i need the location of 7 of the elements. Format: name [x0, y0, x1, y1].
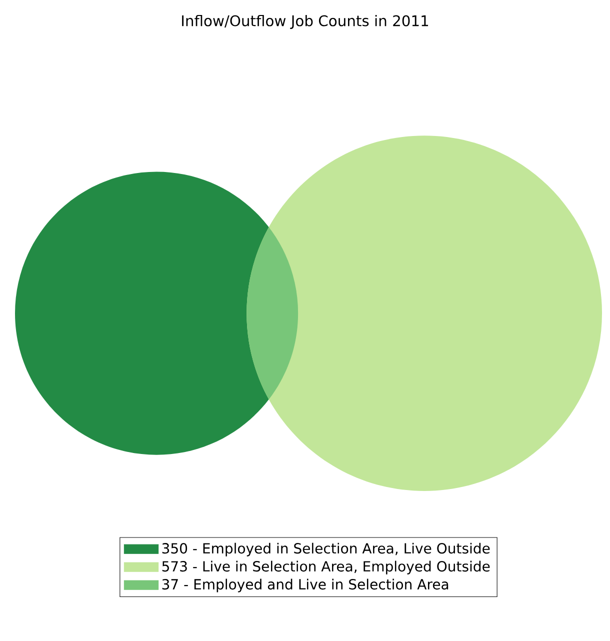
- text: Inflow/Outflow Job Counts in 2011: [182, 14, 428, 30]
- category-label: Employed in Selection Area, Live Outside: [203, 542, 490, 556]
- data-label: 350 -: [162, 543, 197, 554]
- data-label: 573 -: [162, 561, 197, 572]
- data-label: 37 -: [162, 578, 188, 590]
- category-label: Employed and Live in Selection Area: [194, 578, 448, 592]
- category-label: Live in Selection Area, Employed Outside: [203, 560, 490, 574]
